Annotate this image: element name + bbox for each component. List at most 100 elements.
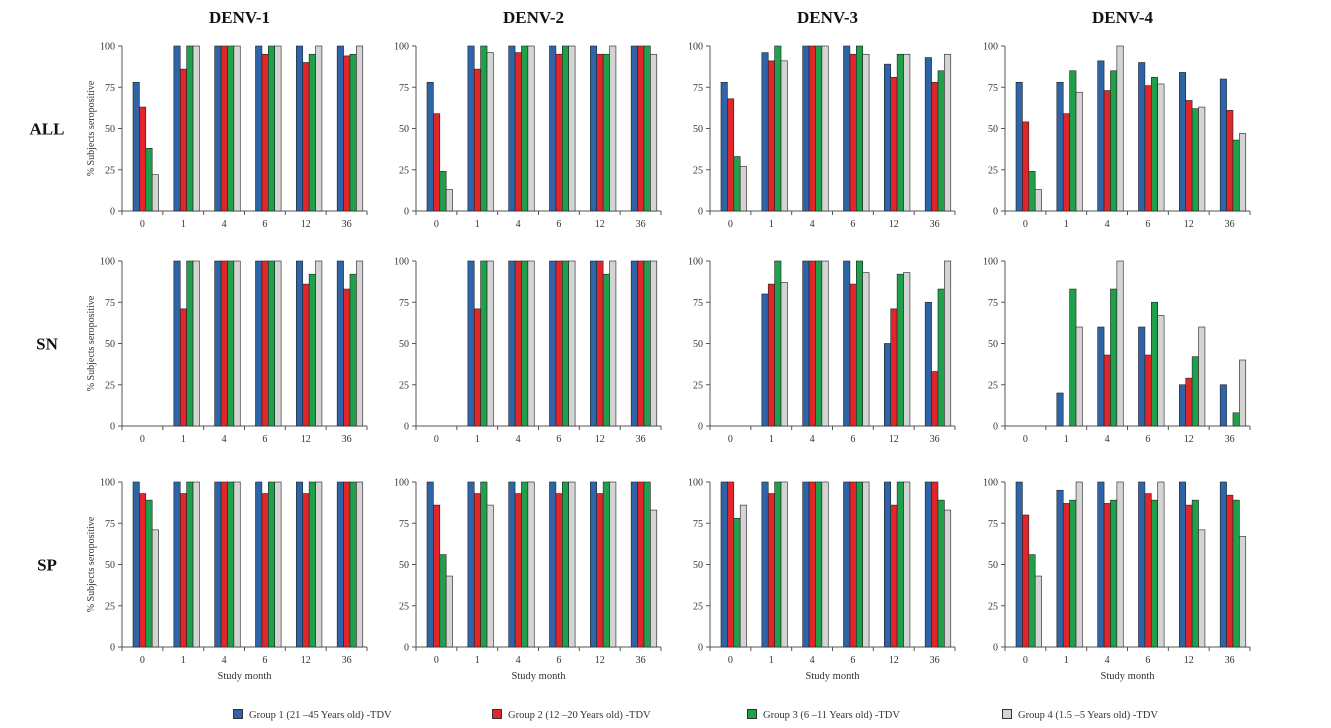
bar-all-denv-3 — [727, 98, 735, 212]
y-tick-label-all-denv-4: 100 — [983, 42, 998, 53]
y-tick-label-sn-denv-4: 25 — [988, 380, 998, 391]
bar-sp-denv-1 — [261, 493, 269, 648]
bar-sp-denv-3 — [931, 481, 939, 648]
bar-all-denv-1 — [145, 148, 153, 212]
y-tick-label-all-denv-1: 50 — [105, 124, 115, 135]
y-tick-label-sp-denv-4: 75 — [988, 519, 998, 530]
bar-sp-denv-3 — [884, 481, 892, 648]
bar-sn-denv-1 — [315, 260, 323, 427]
bar-all-denv-1 — [349, 53, 357, 212]
bar-all-denv-4 — [1219, 78, 1227, 212]
bar-all-denv-4 — [1232, 139, 1240, 212]
x-tick-label-all-denv-2: 1 — [475, 219, 480, 230]
bar-all-denv-2 — [650, 53, 658, 212]
bar-sn-denv-2 — [480, 260, 488, 427]
x-tick-label-all-denv-4: 12 — [1184, 219, 1194, 230]
x-tick-label-sn-denv-1: 4 — [222, 434, 227, 445]
bar-sn-denv-2 — [508, 260, 516, 427]
x-axis-label-denv-4: Study month — [1101, 671, 1156, 682]
legend-label: Group 3 (6 –11 Years old) -TDV — [763, 710, 900, 721]
y-tick-label-sn-denv-1: 25 — [105, 380, 115, 391]
y-tick-label-sp-denv-2: 0 — [404, 643, 409, 654]
bar-all-denv-4 — [1110, 70, 1118, 212]
bar-sn-denv-3 — [843, 260, 851, 427]
bar-sn-denv-1 — [296, 260, 304, 427]
bar-sn-denv-4 — [1075, 326, 1083, 427]
bar-sp-denv-4 — [1015, 481, 1023, 648]
bar-sp-denv-4 — [1179, 481, 1187, 648]
bar-all-denv-2 — [561, 45, 569, 212]
bar-sp-denv-2 — [473, 493, 481, 648]
bar-sp-denv-3 — [944, 509, 952, 648]
x-tick-label-sn-denv-3: 1 — [769, 434, 774, 445]
y-tick-label-sp-denv-1: 50 — [105, 560, 115, 571]
bar-all-denv-2 — [426, 82, 434, 212]
bar-sp-denv-4 — [1075, 481, 1083, 648]
bar-sp-denv-2 — [630, 481, 638, 648]
bar-sp-denv-4 — [1056, 489, 1064, 648]
bar-all-denv-2 — [643, 45, 651, 212]
bar-sp-denv-4 — [1239, 536, 1247, 648]
y-tick-label-sp-denv-3: 0 — [698, 643, 703, 654]
bar-sp-denv-2 — [555, 493, 563, 648]
x-tick-label-all-denv-4: 1 — [1064, 219, 1069, 230]
bar-sp-denv-1 — [145, 499, 153, 648]
bar-sp-denv-2 — [561, 481, 569, 648]
x-tick-label-all-denv-1: 1 — [181, 219, 186, 230]
x-tick-label-sp-denv-3: 4 — [810, 655, 815, 666]
bar-all-denv-2 — [473, 68, 481, 212]
bar-all-denv-1 — [179, 68, 187, 212]
bar-sn-denv-2 — [473, 308, 481, 427]
legend-item-group-4: Group 4 (1.5 –5 Years old) -TDV — [1002, 709, 1158, 721]
bar-sp-denv-2 — [637, 481, 645, 648]
bar-sn-denv-4 — [1116, 260, 1124, 427]
bar-all-denv-1 — [132, 82, 140, 212]
x-tick-label-sp-denv-1: 4 — [222, 655, 227, 666]
bar-all-denv-3 — [802, 45, 810, 212]
x-tick-label-all-denv-3: 12 — [889, 219, 899, 230]
bar-all-denv-4 — [1022, 121, 1030, 212]
x-tick-label-sp-denv-1: 0 — [140, 655, 145, 666]
x-tick-label-sn-denv-2: 1 — [475, 434, 480, 445]
bar-sp-denv-1 — [233, 481, 241, 648]
bar-sp-denv-4 — [1185, 504, 1193, 648]
bar-all-denv-1 — [151, 174, 159, 212]
bar-sn-denv-4 — [1191, 356, 1199, 427]
bar-all-denv-3 — [896, 53, 904, 212]
x-tick-label-sn-denv-3: 4 — [810, 434, 815, 445]
bar-sn-denv-1 — [308, 273, 316, 427]
bar-sp-denv-1 — [308, 481, 316, 648]
y-tick-label-all-denv-2: 100 — [394, 42, 409, 53]
bar-sp-denv-4 — [1062, 503, 1070, 648]
bar-sp-denv-1 — [214, 481, 222, 648]
bar-all-denv-1 — [343, 55, 351, 212]
x-tick-label-all-denv-2: 36 — [636, 219, 646, 230]
y-tick-label-sp-denv-1: 100 — [100, 478, 115, 489]
bar-sp-denv-1 — [151, 529, 159, 648]
bar-sp-denv-1 — [173, 481, 181, 648]
bar-sn-denv-3 — [802, 260, 810, 427]
y-tick-label-all-denv-3: 100 — [688, 42, 703, 53]
bar-sp-denv-1 — [139, 493, 147, 648]
bar-sp-denv-4 — [1022, 514, 1030, 648]
row-label-sp: SP — [37, 556, 57, 575]
bar-all-denv-4 — [1075, 91, 1083, 212]
bar-all-denv-3 — [931, 82, 939, 212]
y-tick-label-sp-denv-2: 100 — [394, 478, 409, 489]
bar-all-denv-3 — [821, 45, 829, 212]
y-tick-label-all-denv-4: 0 — [993, 207, 998, 218]
y-axis-label-sp: % Subjects seropositive — [86, 516, 97, 612]
bar-sp-denv-2 — [596, 493, 604, 648]
bar-sn-denv-4 — [1185, 377, 1193, 427]
bar-sn-denv-1 — [227, 260, 235, 427]
bar-all-denv-4 — [1028, 171, 1036, 212]
bar-sp-denv-2 — [521, 481, 529, 648]
bar-sp-denv-2 — [643, 481, 651, 648]
bar-sn-denv-2 — [650, 260, 658, 427]
bar-sp-denv-4 — [1144, 493, 1152, 648]
bar-sn-denv-3 — [884, 343, 892, 427]
x-tick-label-sn-denv-4: 36 — [1225, 434, 1235, 445]
bar-sp-denv-1 — [296, 481, 304, 648]
bar-all-denv-2 — [445, 189, 453, 212]
bar-all-denv-3 — [890, 77, 898, 212]
